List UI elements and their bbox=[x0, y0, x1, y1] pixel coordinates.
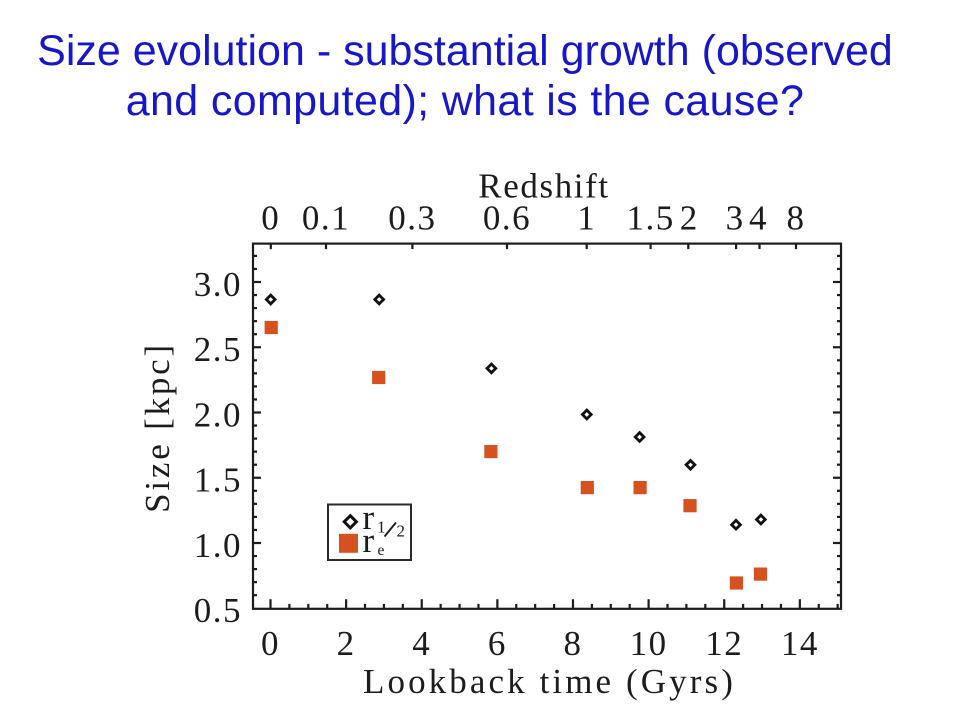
svg-text:1.5: 1.5 bbox=[626, 199, 674, 238]
svg-text:0.1: 0.1 bbox=[302, 199, 350, 238]
svg-text:0: 0 bbox=[261, 624, 280, 663]
svg-text:2: 2 bbox=[680, 199, 699, 238]
svg-text:3: 3 bbox=[726, 199, 745, 238]
svg-text:Size [kpc]: Size [kpc] bbox=[138, 342, 177, 513]
svg-text:6: 6 bbox=[488, 624, 507, 663]
svg-text:1: 1 bbox=[377, 518, 386, 537]
svg-text:r: r bbox=[363, 521, 376, 560]
svg-text:Redshift: Redshift bbox=[478, 166, 609, 205]
svg-text:e: e bbox=[378, 542, 385, 559]
svg-text:3.0: 3.0 bbox=[194, 265, 242, 304]
svg-text:10: 10 bbox=[630, 624, 668, 663]
svg-text:4: 4 bbox=[412, 624, 431, 663]
svg-text:14: 14 bbox=[781, 624, 819, 663]
svg-text:12: 12 bbox=[705, 624, 743, 663]
svg-text:0.5: 0.5 bbox=[194, 591, 242, 630]
svg-text:8: 8 bbox=[564, 624, 583, 663]
svg-text:0.6: 0.6 bbox=[483, 199, 531, 238]
svg-text:0: 0 bbox=[261, 199, 280, 238]
svg-text:1.5: 1.5 bbox=[194, 461, 242, 500]
svg-text:1.0: 1.0 bbox=[194, 526, 242, 565]
svg-text:r: r bbox=[363, 498, 376, 537]
svg-text:0.3: 0.3 bbox=[388, 199, 436, 238]
svg-text:2.5: 2.5 bbox=[194, 330, 242, 369]
svg-text:2: 2 bbox=[337, 624, 356, 663]
svg-text:2: 2 bbox=[397, 522, 406, 541]
svg-text:2.0: 2.0 bbox=[194, 395, 242, 434]
svg-text:1: 1 bbox=[577, 199, 596, 238]
svg-text:8: 8 bbox=[787, 199, 806, 238]
svg-text:Lookback time (Gyrs): Lookback time (Gyrs) bbox=[363, 662, 736, 701]
svg-text:4: 4 bbox=[749, 199, 768, 238]
